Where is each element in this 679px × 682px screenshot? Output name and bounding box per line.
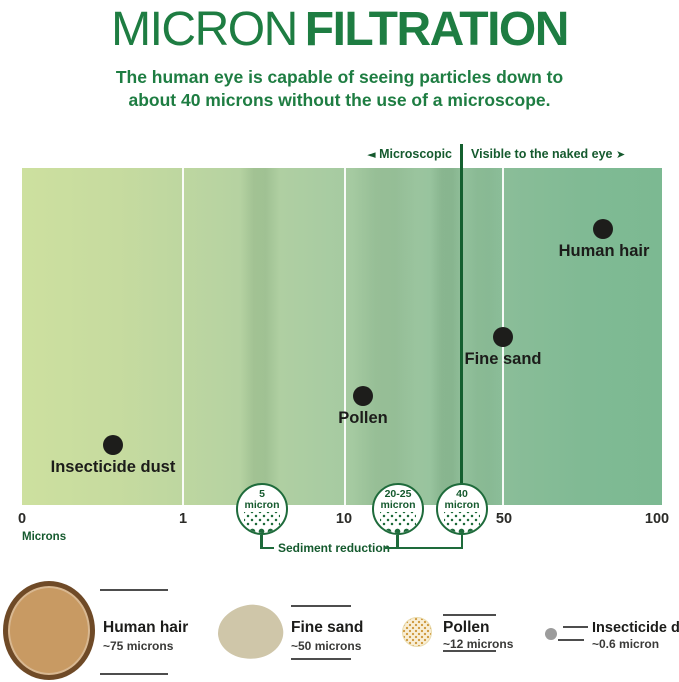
legend-insecticide-bottom-line <box>558 639 584 641</box>
zone-label-visible-text: Visible to the naked eye <box>471 147 613 161</box>
gridline-10-micron <box>344 168 346 505</box>
filter-value: 20-25 <box>384 488 412 500</box>
data-point-label-human-hair: Human hair <box>558 242 650 260</box>
legend-fine-sand-top-line <box>291 605 351 607</box>
arrow-left-icon: ◄ <box>367 148 376 161</box>
legend-insecticide-dust-graphic <box>545 628 557 640</box>
subtitle-line-2: about 40 microns without the use of a mi… <box>128 90 551 110</box>
legend-fine-sand-size: ~50 microns <box>291 639 362 653</box>
filter-unit: micron <box>244 499 280 511</box>
band-20-25-micron <box>352 168 418 505</box>
legend-pollen-top-line <box>443 614 496 616</box>
filter-mesh-pattern <box>444 512 480 526</box>
data-point-label-fine-sand: Fine sand <box>464 350 542 368</box>
chart-panel <box>22 168 662 505</box>
x-tick-0: 0 <box>17 511 27 527</box>
subtitle: The human eye is capable of seeing parti… <box>0 66 679 112</box>
band-5-micron <box>240 168 280 505</box>
filter-mesh-pattern <box>244 512 280 526</box>
x-tick-50: 50 <box>495 511 513 527</box>
filter-unit: micron <box>380 499 416 511</box>
data-point-human-hair <box>593 219 613 239</box>
visibility-divider-line <box>460 144 463 505</box>
bracket-mid-riser <box>396 535 399 549</box>
legend-insecticide-name: Insecticide dust <box>592 620 679 636</box>
legend-pollen-size: ~12 microns <box>443 637 514 651</box>
legend-human-hair-size: ~75 microns <box>103 639 174 653</box>
data-point-insecticide-dust <box>103 435 123 455</box>
bracket-left-riser <box>260 535 263 549</box>
legend-human-hair-bottom-line <box>100 673 168 675</box>
bracket-right-riser <box>460 535 463 549</box>
filter-unit: micron <box>444 499 480 511</box>
title-word-micron: MICRON <box>111 3 298 56</box>
legend-fine-sand-name: Fine sand <box>291 619 364 636</box>
zone-label-visible: Visible to the naked eye ➤ <box>471 147 625 161</box>
filter-circle-40-micron: 40 micron <box>436 483 488 535</box>
zone-label-microscopic: ◄ Microscopic <box>330 147 452 161</box>
legend-pollen-bottom-line <box>443 650 496 652</box>
filter-mesh-pattern <box>380 512 416 526</box>
title-word-filtration: FILTRATION <box>304 3 570 56</box>
subtitle-line-1: The human eye is capable of seeing parti… <box>115 67 564 87</box>
data-point-label-insecticide-dust: Insecticide dust <box>50 458 176 476</box>
legend-insecticide-size: ~0.6 micron <box>592 637 660 651</box>
data-point-fine-sand <box>493 327 513 347</box>
legend-fine-sand-graphic <box>213 599 288 665</box>
filter-value: 5 <box>259 488 265 500</box>
legend-human-hair-name: Human hair <box>103 619 189 636</box>
data-point-label-pollen: Pollen <box>338 409 388 427</box>
gridline-1-micron <box>182 168 184 505</box>
legend-human-hair-top-line <box>100 589 168 591</box>
filter-mesh-bumps <box>446 527 478 533</box>
filter-circle-20-25-micron: 20-25 micron <box>372 483 424 535</box>
legend-human-hair-graphic <box>3 581 95 680</box>
legend-pollen-graphic <box>402 617 432 647</box>
legend-fine-sand-bottom-line <box>291 658 351 660</box>
filter-mesh-bumps <box>246 527 278 533</box>
bracket-label: Sediment reduction <box>278 541 391 555</box>
x-tick-100: 100 <box>644 511 670 527</box>
bracket-left-foot <box>260 546 274 549</box>
x-tick-10: 10 <box>335 511 353 527</box>
page-title: MICRON FILTRATION <box>0 2 679 57</box>
filter-mesh-bumps <box>382 527 414 533</box>
zone-label-microscopic-text: Microscopic <box>379 147 452 161</box>
band-40-micron <box>430 168 464 505</box>
filter-value: 40 <box>456 488 468 500</box>
arrow-right-icon: ➤ <box>615 148 626 161</box>
filter-circle-5-micron: 5 micron <box>236 483 288 535</box>
bracket-right-bar <box>384 546 463 549</box>
x-axis-unit-label: Microns <box>22 531 67 543</box>
data-point-pollen <box>353 386 373 406</box>
legend-pollen-name: Pollen <box>443 619 490 636</box>
x-tick-1: 1 <box>178 511 188 527</box>
legend-insecticide-top-line <box>563 626 588 628</box>
